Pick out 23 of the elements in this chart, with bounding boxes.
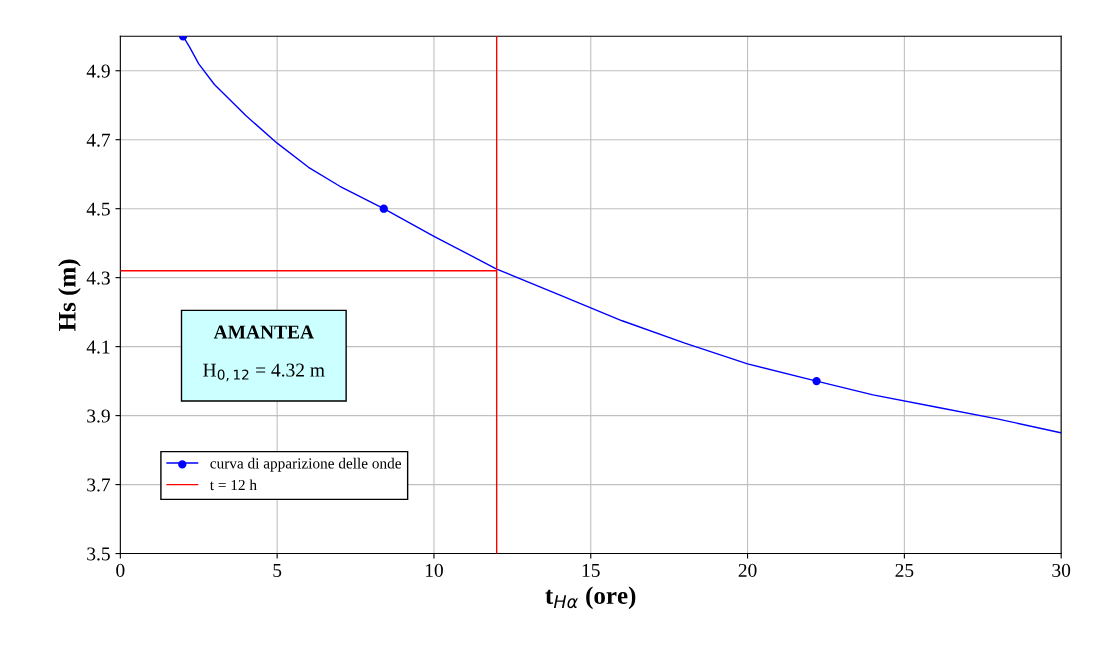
x-tick-label: 30 [1052,563,1071,577]
x-tick-label: 0 [116,563,125,577]
point [812,376,821,386]
annotation: AMANTEA [213,325,314,339]
annotation: H$_{0,12}$ = 4.32 m [203,363,325,382]
x-tick-label: 10 [425,563,443,577]
x-axis-title: t$_{Hα}$ (ore) [545,586,636,610]
x-tick-label: 20 [738,563,757,577]
y-tick-label: 3.5 [87,547,110,561]
y-axis-title: Hs (m) [58,259,81,331]
x-tick-label: 15 [582,563,600,577]
x-tick-label: 25 [895,563,914,577]
point [379,204,388,213]
y-tick-label: 3.7 [87,478,111,492]
legend-label: curva di apparizione delle onde [210,457,401,472]
y-tick-label: 4.5 [86,202,110,216]
x-tick-label: 5 [273,564,282,577]
y-tick-label: 4.7 [86,133,111,147]
y-tick-label: 4.1 [86,340,110,354]
y-tick-label: 4.9 [86,64,110,78]
legend-label: t = 12 h [209,479,257,491]
y-tick-label: 3.9 [87,409,110,423]
y-tick-label: 4.3 [86,271,110,285]
